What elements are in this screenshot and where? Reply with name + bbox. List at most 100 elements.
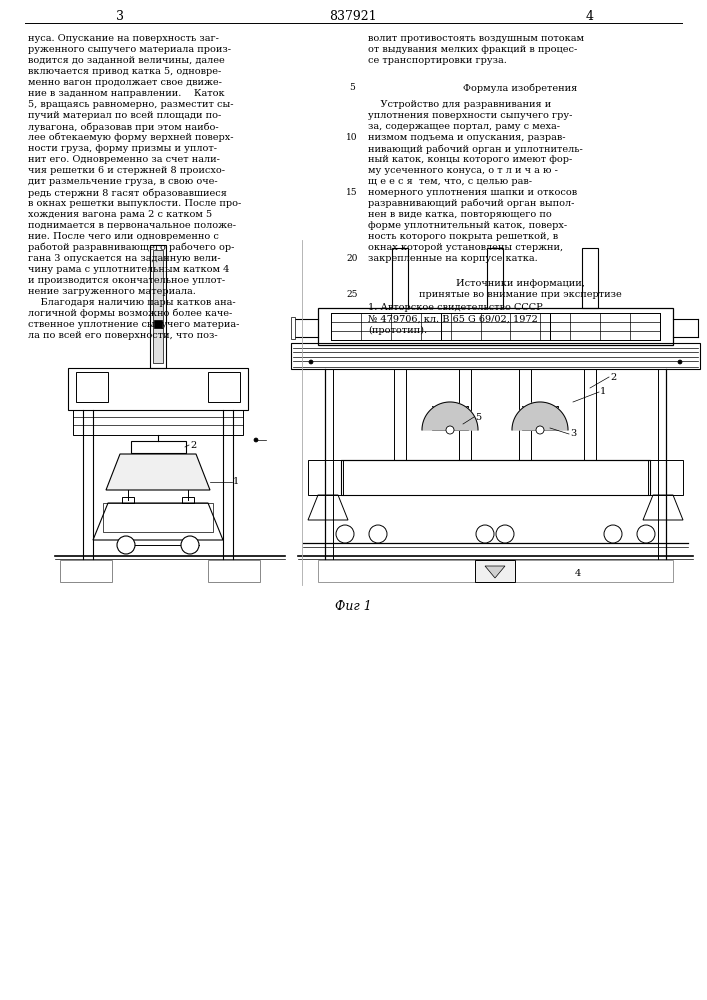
Text: нение загруженного материала.: нение загруженного материала. [28,287,196,296]
Bar [341,460,650,495]
Bar [153,250,163,363]
Text: нивающий рабочий орган и уплотнитель-: нивающий рабочий орган и уплотнитель- [368,144,583,153]
Text: 2: 2 [190,440,197,450]
Bar [68,368,248,410]
Text: ние в заданном направлении.    Каток: ние в заданном направлении. Каток [28,89,225,98]
Text: ность которого покрыта решеткой, в: ность которого покрыта решеткой, в [368,232,558,241]
Text: № 479706, кл. В 65 G 69/02, 1972: № 479706, кл. В 65 G 69/02, 1972 [368,314,538,324]
Text: Формула изобретения: Формула изобретения [463,84,578,93]
Bar [60,560,112,582]
Bar [291,343,700,369]
Circle shape [117,536,135,554]
Circle shape [309,360,313,364]
Text: нен в виде катка, повторяющего по: нен в виде катка, повторяющего по [368,210,551,219]
Bar [150,245,166,368]
Bar [432,406,468,430]
Circle shape [369,525,387,543]
Text: гана 3 опускается на заданную вели-: гана 3 опускается на заданную вели- [28,254,221,263]
Text: и производится окончательное уплот-: и производится окончательное уплот- [28,276,225,285]
Bar [519,369,531,460]
Circle shape [637,525,655,543]
Text: нуса. Опускание на поверхность заг-: нуса. Опускание на поверхность заг- [28,34,219,43]
Bar [475,560,515,582]
Text: (прототип).: (прототип). [368,326,427,335]
Text: редь стержни 8 гасят образовавшиеся: редь стержни 8 гасят образовавшиеся [28,188,227,198]
Text: логичной формы возможно более каче-: логичной формы возможно более каче- [28,309,233,318]
Text: работой разравнивающего рабочего ор-: работой разравнивающего рабочего ор- [28,243,235,252]
Text: разравнивающий рабочий орган выпол-: разравнивающий рабочий орган выпол- [368,199,574,209]
Text: менно вагон продолжает свое движе-: менно вагон продолжает свое движе- [28,78,222,87]
Bar [331,313,440,340]
Text: 15: 15 [346,188,358,197]
Text: Источники информации,: Источники информации, [456,279,585,288]
Bar [103,503,213,532]
Text: поднимается в первоначальное положе-: поднимается в первоначальное положе- [28,221,236,230]
Text: включается привод катка 5, одновре-: включается привод катка 5, одновре- [28,67,221,76]
Bar [208,372,240,402]
Text: уплотнения поверхности сыпучего гру-: уплотнения поверхности сыпучего гру- [368,111,573,120]
Text: окнах которой установлены стержни,: окнах которой установлены стержни, [368,243,563,252]
Circle shape [604,525,622,543]
Text: 1: 1 [233,478,239,487]
Polygon shape [106,454,210,490]
Bar [76,372,108,402]
Text: принятые во внимание при экспертизе: принятые во внимание при экспертизе [419,290,622,299]
Bar [522,406,558,430]
Bar [550,313,660,340]
Text: 20: 20 [346,254,358,263]
Circle shape [678,360,682,364]
Text: номерного уплотнения шапки и откосов: номерного уплотнения шапки и откосов [368,188,577,197]
Bar [182,497,194,503]
Text: ла по всей его поверхности, что поз-: ла по всей его поверхности, что поз- [28,331,218,340]
Bar [291,317,295,339]
Circle shape [496,525,514,543]
Text: Устройство для разравнивания и: Устройство для разравнивания и [368,100,551,109]
Text: ственное уплотнение сыпучего материа-: ственное уплотнение сыпучего материа- [28,320,240,329]
Text: волит противостоять воздушным потокам: волит противостоять воздушным потокам [368,34,584,43]
Text: в окнах решетки выпуклости. После про-: в окнах решетки выпуклости. После про- [28,199,241,208]
Text: дит размельчение груза, в свою оче-: дит размельчение груза, в свою оче- [28,177,218,186]
Text: чия решетки 6 и стержней 8 происхо-: чия решетки 6 и стержней 8 происхо- [28,166,225,175]
Circle shape [446,426,454,434]
Text: щ е е с я  тем, что, с целью рав-: щ е е с я тем, что, с целью рав- [368,177,532,186]
Polygon shape [422,402,478,430]
Text: лее обтекаемую форму верхней поверх-: лее обтекаемую форму верхней поверх- [28,133,233,142]
Bar [318,308,673,345]
Polygon shape [512,402,568,430]
Bar [122,497,134,503]
Text: 4: 4 [575,568,581,578]
Text: Фиг 1: Фиг 1 [334,600,371,613]
Polygon shape [485,566,505,578]
Text: 10: 10 [346,133,358,142]
Text: ный каток, концы которого имеют фор-: ный каток, концы которого имеют фор- [368,155,572,164]
Circle shape [254,438,258,442]
Circle shape [336,525,354,543]
Text: ности груза, форму призмы и уплот-: ности груза, форму призмы и уплот- [28,144,217,153]
Text: 3: 3 [116,9,124,22]
Bar [394,369,406,460]
Bar [318,560,673,582]
Text: 837921: 837921 [329,9,377,22]
Text: низмом подъема и опускания, разрав-: низмом подъема и опускания, разрав- [368,133,566,142]
Text: 3: 3 [570,430,576,438]
Text: се транспортировки груза.: се транспортировки груза. [368,56,507,65]
Text: от выдувания мелких фракций в процес-: от выдувания мелких фракций в процес- [368,45,577,54]
Text: му усеченного конуса, о т л и ч а ю -: му усеченного конуса, о т л и ч а ю - [368,166,558,175]
Text: хождения вагона рама 2 с катком 5: хождения вагона рама 2 с катком 5 [28,210,212,219]
Text: 25: 25 [346,290,358,299]
Bar [131,441,186,453]
Text: за, содержащее портал, раму с меха-: за, содержащее портал, раму с меха- [368,122,560,131]
Bar [582,248,598,308]
Bar [154,320,162,328]
Circle shape [181,536,199,554]
Text: 1. Авторское свидетельство СССР: 1. Авторское свидетельство СССР [368,304,543,312]
Circle shape [476,525,494,543]
Text: лувагона, образовав при этом наибо-: лувагона, образовав при этом наибо- [28,122,218,131]
Text: Благодаря наличию пары катков ана-: Благодаря наличию пары катков ана- [28,298,235,307]
Text: 5: 5 [475,412,481,422]
Bar [584,369,596,460]
Circle shape [536,426,544,434]
Text: 1: 1 [600,387,606,396]
Bar [487,248,503,308]
Text: руженного сыпучего материала произ-: руженного сыпучего материала произ- [28,45,231,54]
